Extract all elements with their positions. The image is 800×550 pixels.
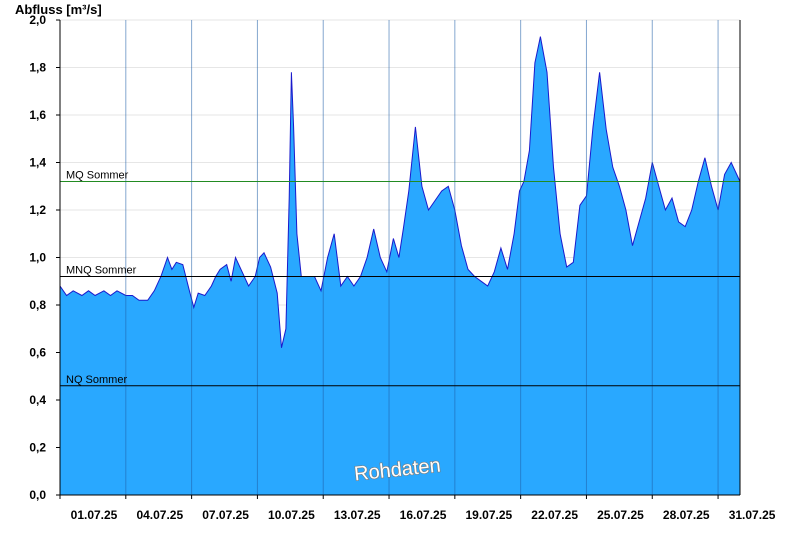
y-tick-label: 0,4 bbox=[29, 393, 46, 407]
x-tick-label: 16.07.25 bbox=[400, 508, 447, 522]
y-tick-label: 1,2 bbox=[29, 203, 46, 217]
reference-lines: MQ Sommer MNQ Sommer NQ Sommer bbox=[60, 170, 740, 387]
x-tick-label: 04.07.25 bbox=[136, 508, 183, 522]
y-tick-label: 1,8 bbox=[29, 61, 46, 75]
x-tick-label: 22.07.25 bbox=[531, 508, 578, 522]
x-tick-label: 10.07.25 bbox=[268, 508, 315, 522]
y-axis-label: Abfluss [m³/s] bbox=[15, 2, 102, 17]
x-tick-label: 19.07.25 bbox=[465, 508, 512, 522]
x-tick-label: 25.07.25 bbox=[597, 508, 644, 522]
x-tick-label: 07.07.25 bbox=[202, 508, 249, 522]
y-tick-label: 2,0 bbox=[29, 13, 46, 27]
reference-line-label: MQ Sommer bbox=[66, 170, 129, 182]
x-tick-label: 13.07.25 bbox=[334, 508, 381, 522]
discharge-line bbox=[59, 36, 741, 348]
reference-line-label: MNQ Sommer bbox=[66, 265, 137, 277]
reference-line-label: NQ Sommer bbox=[66, 374, 127, 386]
discharge-area bbox=[60, 36, 740, 495]
x-tick-label: 01.07.25 bbox=[71, 508, 118, 522]
x-tick-label: 28.07.25 bbox=[663, 508, 710, 522]
y-tick-label: 0,2 bbox=[29, 441, 46, 455]
discharge-area-layer bbox=[59, 20, 741, 495]
y-tick-label: 1,0 bbox=[29, 251, 46, 265]
tick-labels: 0,0 0,2 0,4 0,6 0,8 1,0 1,2 1,4 1,6 1,8 2,0 01.07.2… bbox=[29, 13, 775, 522]
y-tick-label: 0,8 bbox=[29, 298, 46, 312]
y-tick-label: 0,6 bbox=[29, 346, 46, 360]
y-tick-label: 0,0 bbox=[29, 488, 46, 502]
y-tick-label: 1,4 bbox=[29, 156, 46, 170]
x-tick-label: 31.07.25 bbox=[729, 508, 776, 522]
y-tick-label: 1,6 bbox=[29, 108, 46, 122]
